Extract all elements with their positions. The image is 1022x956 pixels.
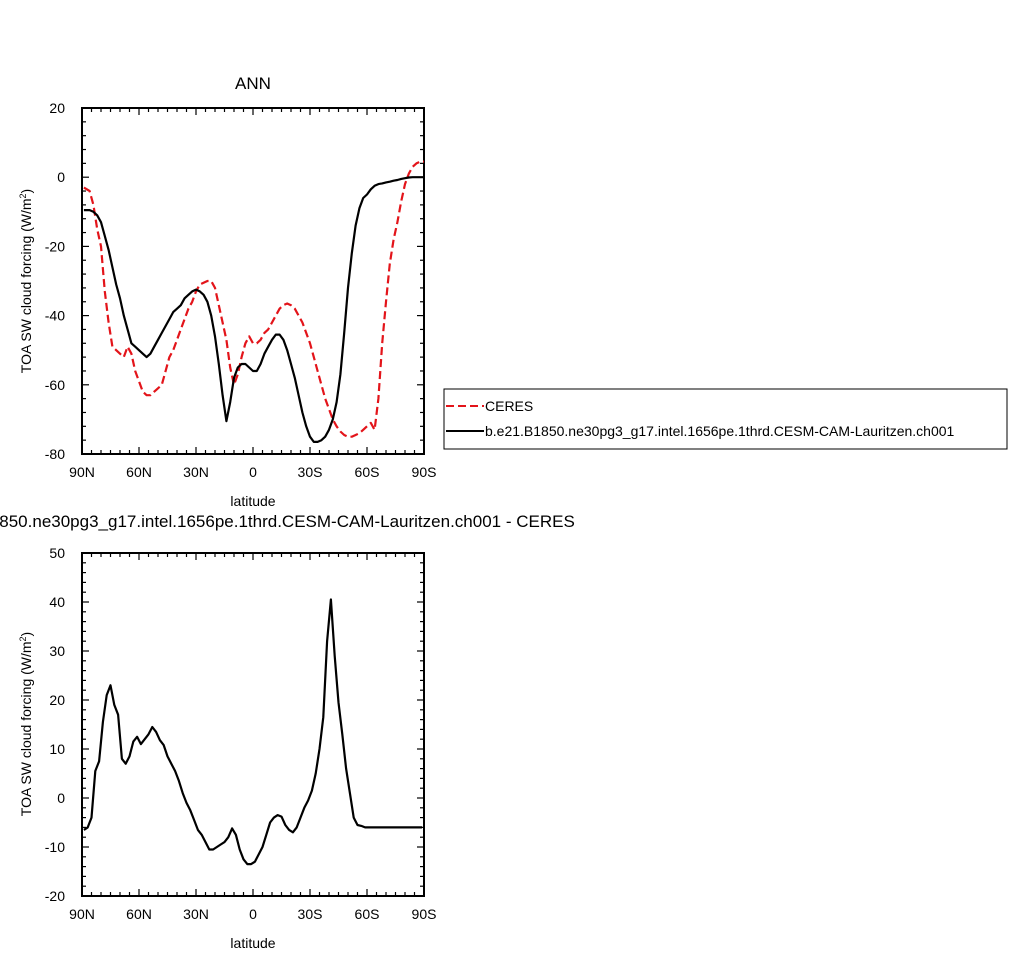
bottom-chart-ylabel: TOA SW cloud forcing (W/m2) [18,632,34,816]
top-ytick-label: -80 [45,446,65,462]
top-chart-ylabel-sup: 2 [18,193,28,198]
top-ytick-label: -60 [45,377,65,393]
top-xtick-label: 60N [126,464,152,480]
top-xtick-label: 90N [69,464,95,480]
top-chart-title: ANN [235,74,271,93]
top-chart-xlabel: latitude [230,493,275,509]
top-chart-ylabel-close: ) [18,189,34,194]
bottom-ytick-label: 20 [49,692,65,708]
top-series-line-0 [83,160,424,438]
top-ytick-label: -20 [45,238,65,254]
top-xtick-label: 30S [298,464,323,480]
bottom-chart-series [83,598,423,866]
top-chart: ANN 90N 60N 30N 0 30S 60S 90S 20 0 -20 -40 -60 -80 l… [18,74,436,509]
top-ytick-label: 20 [49,100,65,116]
legend-box [443,388,1008,450]
bottom-ytick-label: 40 [49,594,65,610]
bottom-xtick-label: 60S [355,906,380,922]
bottom-xtick-label: 0 [249,906,257,922]
top-xtick-label: 60S [355,464,380,480]
bottom-chart: b.e21.B1850.ne30pg3_g17.intel.1656pe.1th… [0,512,575,951]
bottom-chart-title: b.e21.B1850.ne30pg3_g17.intel.1656pe.1th… [0,512,575,531]
top-ytick-label: -40 [45,308,65,324]
top-xtick-label: 0 [249,464,257,480]
bottom-xtick-label: 60N [126,906,152,922]
bottom-chart-ticks: 90N 60N 30N 0 30S 60S 90S 50 40 30 20 10 0 -10 -20 [45,545,437,922]
bottom-ytick-label: -20 [45,888,65,904]
top-chart-ticks: 90N 60N 30N 0 30S 60S 90S 20 0 -20 -40 -60 -80 [45,100,437,480]
bottom-xtick-label: 30S [298,906,323,922]
bottom-chart-xlabel: latitude [230,935,275,951]
bottom-chart-ylabel-close: ) [18,632,34,637]
bottom-chart-plot-frame [81,552,425,897]
bottom-ytick-label: 0 [57,790,65,806]
top-chart-series [83,160,424,443]
bottom-chart-ylabel-main: TOA SW cloud forcing (W/m [18,641,34,816]
bottom-ytick-label: 50 [49,545,65,561]
top-xtick-label: 90S [412,464,437,480]
bottom-ytick-label: 30 [49,643,65,659]
top-chart-ylabel-main: TOA SW cloud forcing (W/m [18,198,34,373]
top-xtick-label: 30N [183,464,209,480]
legend-label-ceres: CERES [485,398,533,414]
bottom-chart-ylabel-sup: 2 [18,636,28,641]
bottom-ytick-label: 10 [49,741,65,757]
top-series-line-1 [83,176,424,443]
top-chart-plot-frame [81,107,425,455]
top-ytick-label: 0 [57,169,65,185]
bottom-ytick-label: -10 [45,839,65,855]
legend-label-model: b.e21.B1850.ne30pg3_g17.intel.1656pe.1th… [485,423,955,439]
bottom-series-line-0 [83,598,423,866]
bottom-xtick-label: 30N [183,906,209,922]
top-chart-ylabel: TOA SW cloud forcing (W/m2) [18,189,34,373]
legend: CERES b.e21.B1850.ne30pg3_g17.intel.1656… [443,388,1008,450]
bottom-xtick-label: 90N [69,906,95,922]
bottom-xtick-label: 90S [412,906,437,922]
